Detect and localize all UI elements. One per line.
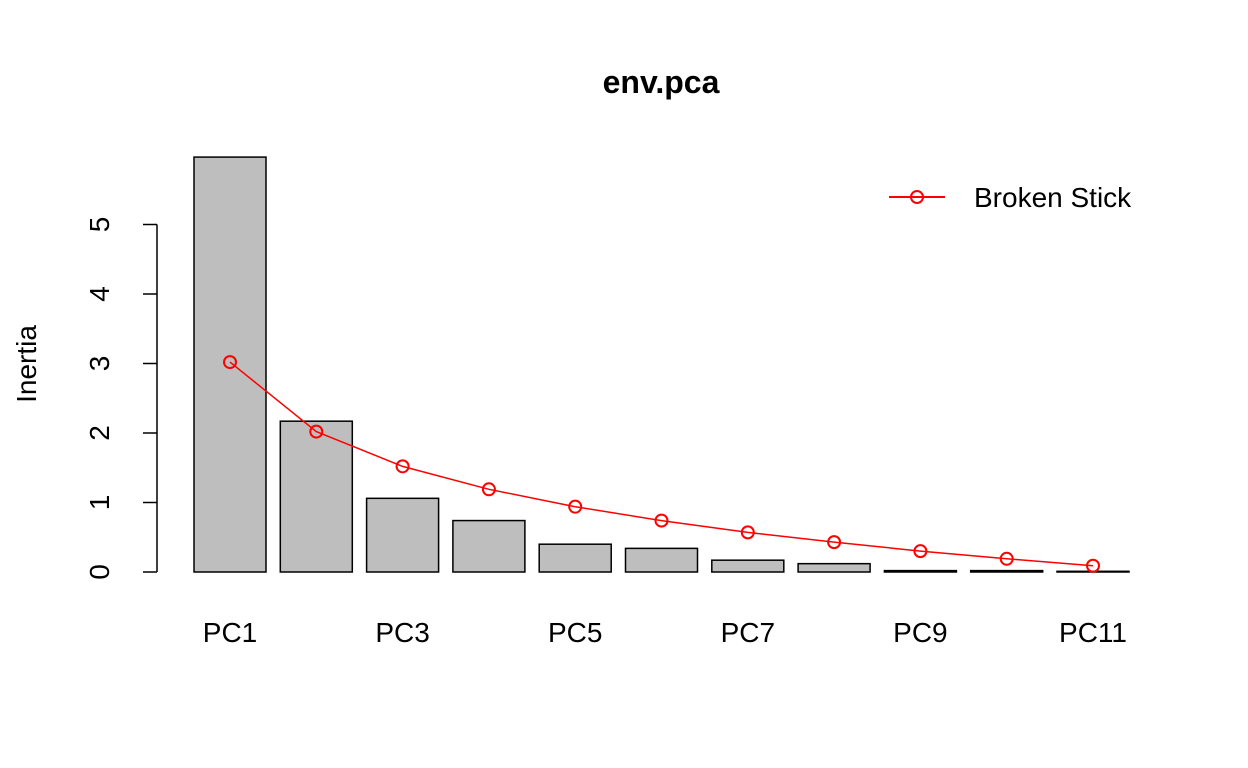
x-tick-label: PC7 [721,617,775,648]
chart-title: env.pca [603,64,720,100]
bar-pc10 [969,569,1044,573]
bar-pc6 [624,547,699,573]
broken-stick-point-pc1 [223,355,237,370]
broken-stick-point-pc5 [568,499,583,514]
y-axis: 0 1 2 3 4 5 [84,217,158,580]
broken-stick-point-pc9 [913,544,928,559]
broken-stick-point-pc2 [309,424,324,439]
broken-stick-point-pc4 [481,482,496,497]
x-axis: PC1 PC3 PC5 PC7 PC9 PC11 [203,617,1127,648]
y-tick-label: 3 [84,356,115,372]
broken-stick-series [223,355,1100,573]
y-tick-label: 2 [84,425,115,441]
x-tick-label: PC5 [548,617,602,648]
x-tick-label: PC3 [375,617,429,648]
bar-pc9 [883,569,958,573]
bar-pc1 [193,156,267,573]
x-tick-label: PC1 [203,617,257,648]
broken-stick-point-pc3 [395,459,410,474]
bar-pc7 [711,559,785,573]
y-axis-label: Inertia [11,325,42,403]
bar-pc3 [365,497,440,573]
y-tick-label: 5 [84,217,115,233]
bar-pc8 [797,562,871,573]
x-tick-label: PC11 [1059,617,1127,648]
broken-stick-point-pc10 [999,551,1014,566]
broken-stick-point-pc11 [1086,558,1100,573]
broken-stick-point-pc6 [654,513,669,528]
broken-stick-line [229,361,1094,567]
bars [193,156,1130,573]
x-tick-label: PC9 [893,617,947,648]
bar-pc4 [452,519,526,573]
y-tick-label: 1 [84,495,115,511]
y-tick-label: 4 [84,286,115,302]
y-tick-label: 0 [84,564,115,580]
bar-pc5 [538,543,612,573]
legend: Broken Stick [889,182,1132,213]
bar-pc2 [279,420,354,573]
legend-label-broken-stick: Broken Stick [974,182,1132,213]
legend-marker [910,190,924,204]
broken-stick-point-pc7 [740,525,755,540]
broken-stick-point-pc8 [827,535,842,550]
